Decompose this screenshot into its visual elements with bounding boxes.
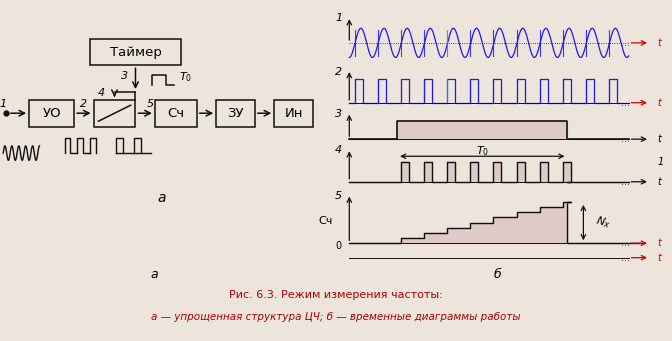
Text: ...: ... xyxy=(621,98,630,108)
Text: ...: ... xyxy=(621,253,630,263)
Text: ...: ... xyxy=(621,134,630,144)
Text: 1: 1 xyxy=(335,13,342,23)
Text: 3: 3 xyxy=(335,108,342,119)
Text: 5: 5 xyxy=(335,191,342,201)
Text: t: t xyxy=(658,98,662,108)
Text: t: t xyxy=(658,238,662,248)
Bar xyxy=(90,39,181,65)
Text: Сч: Сч xyxy=(318,216,333,225)
Text: 2: 2 xyxy=(80,99,87,109)
Bar xyxy=(274,100,313,127)
Text: 2: 2 xyxy=(335,66,342,77)
Text: а: а xyxy=(151,268,159,281)
Text: t: t xyxy=(658,253,662,263)
Text: 3: 3 xyxy=(120,71,128,81)
Bar xyxy=(216,100,255,127)
Text: ...: ... xyxy=(621,38,630,48)
Text: Сч: Сч xyxy=(167,107,184,120)
Text: а: а xyxy=(157,191,165,205)
Text: ЗУ: ЗУ xyxy=(227,107,244,120)
Text: УО: УО xyxy=(42,107,61,120)
Text: $N_x$: $N_x$ xyxy=(594,214,612,231)
Text: 4: 4 xyxy=(98,88,106,98)
Text: б: б xyxy=(493,268,501,281)
Text: 1: 1 xyxy=(0,99,7,109)
Text: Таймер: Таймер xyxy=(110,46,161,59)
Text: 4: 4 xyxy=(335,145,342,155)
Text: Рис. 6.3. Режим измерения частоты:: Рис. 6.3. Режим измерения частоты: xyxy=(229,290,443,300)
Text: t: t xyxy=(658,134,662,144)
Text: t: t xyxy=(658,177,662,187)
Text: $T_0$: $T_0$ xyxy=(179,70,192,84)
Text: 1: 1 xyxy=(658,157,664,167)
Text: 0: 0 xyxy=(335,241,342,252)
Text: $T_0$: $T_0$ xyxy=(476,145,489,158)
Bar xyxy=(93,100,136,127)
Text: t: t xyxy=(658,38,662,48)
Text: 5: 5 xyxy=(146,99,154,109)
Text: ...: ... xyxy=(621,238,630,248)
Bar xyxy=(155,100,197,127)
Bar xyxy=(29,100,74,127)
Text: Ин: Ин xyxy=(284,107,303,120)
Text: ...: ... xyxy=(621,177,630,187)
Text: а — упрощенная структура ЦЧ; б — временные диаграммы работы: а — упрощенная структура ЦЧ; б — временн… xyxy=(151,312,521,322)
